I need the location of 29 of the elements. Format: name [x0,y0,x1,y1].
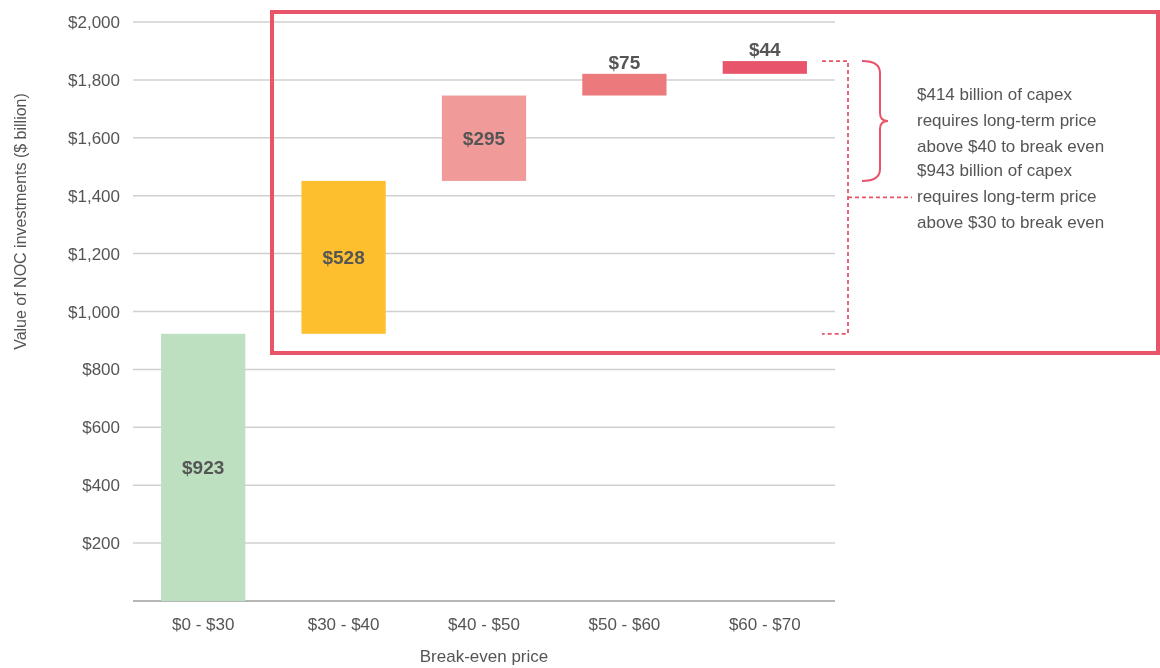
y-tick-label: $2,000 [68,13,120,32]
x-axis-title: Break-even price [419,647,549,666]
y-tick-label: $1,800 [68,70,120,90]
y-tick-label: $1,600 [68,128,120,148]
y-tick-label: $200 [82,534,120,554]
data-label: $75 [608,51,641,73]
bar [161,333,246,601]
bar [582,73,667,96]
x-tick-label: $60 - $70 [728,615,801,634]
data-label: $295 [462,128,506,150]
x-tick-label: $0 - $30 [172,615,235,634]
data-label: $923 [182,457,225,479]
bar [301,180,386,334]
bar [722,61,807,74]
y-tick-label: $400 [82,476,120,496]
x-tick-label: $50 - $60 [588,615,661,634]
y-tick-label: $1,200 [68,244,120,264]
bar [441,95,527,181]
data-label: $44 [748,39,782,61]
x-tick-label: $30 - $40 [307,615,380,634]
y-tick-label: $1,000 [68,302,120,322]
x-tick-label: $40 - $50 [448,615,520,634]
y-tick-label: $600 [82,418,120,438]
text: $943 billion of capex requires long-term price above $30 to break even [917,161,1105,233]
y-tick-label: $800 [82,360,120,380]
data-label: $528 [322,247,365,269]
y-tick-label: $1,400 [68,186,120,206]
text: $414 billion of capex requires long-term price above $40 to break even [917,85,1105,157]
y-axis-title: Value of NOC investments ($ billion) [12,93,29,350]
